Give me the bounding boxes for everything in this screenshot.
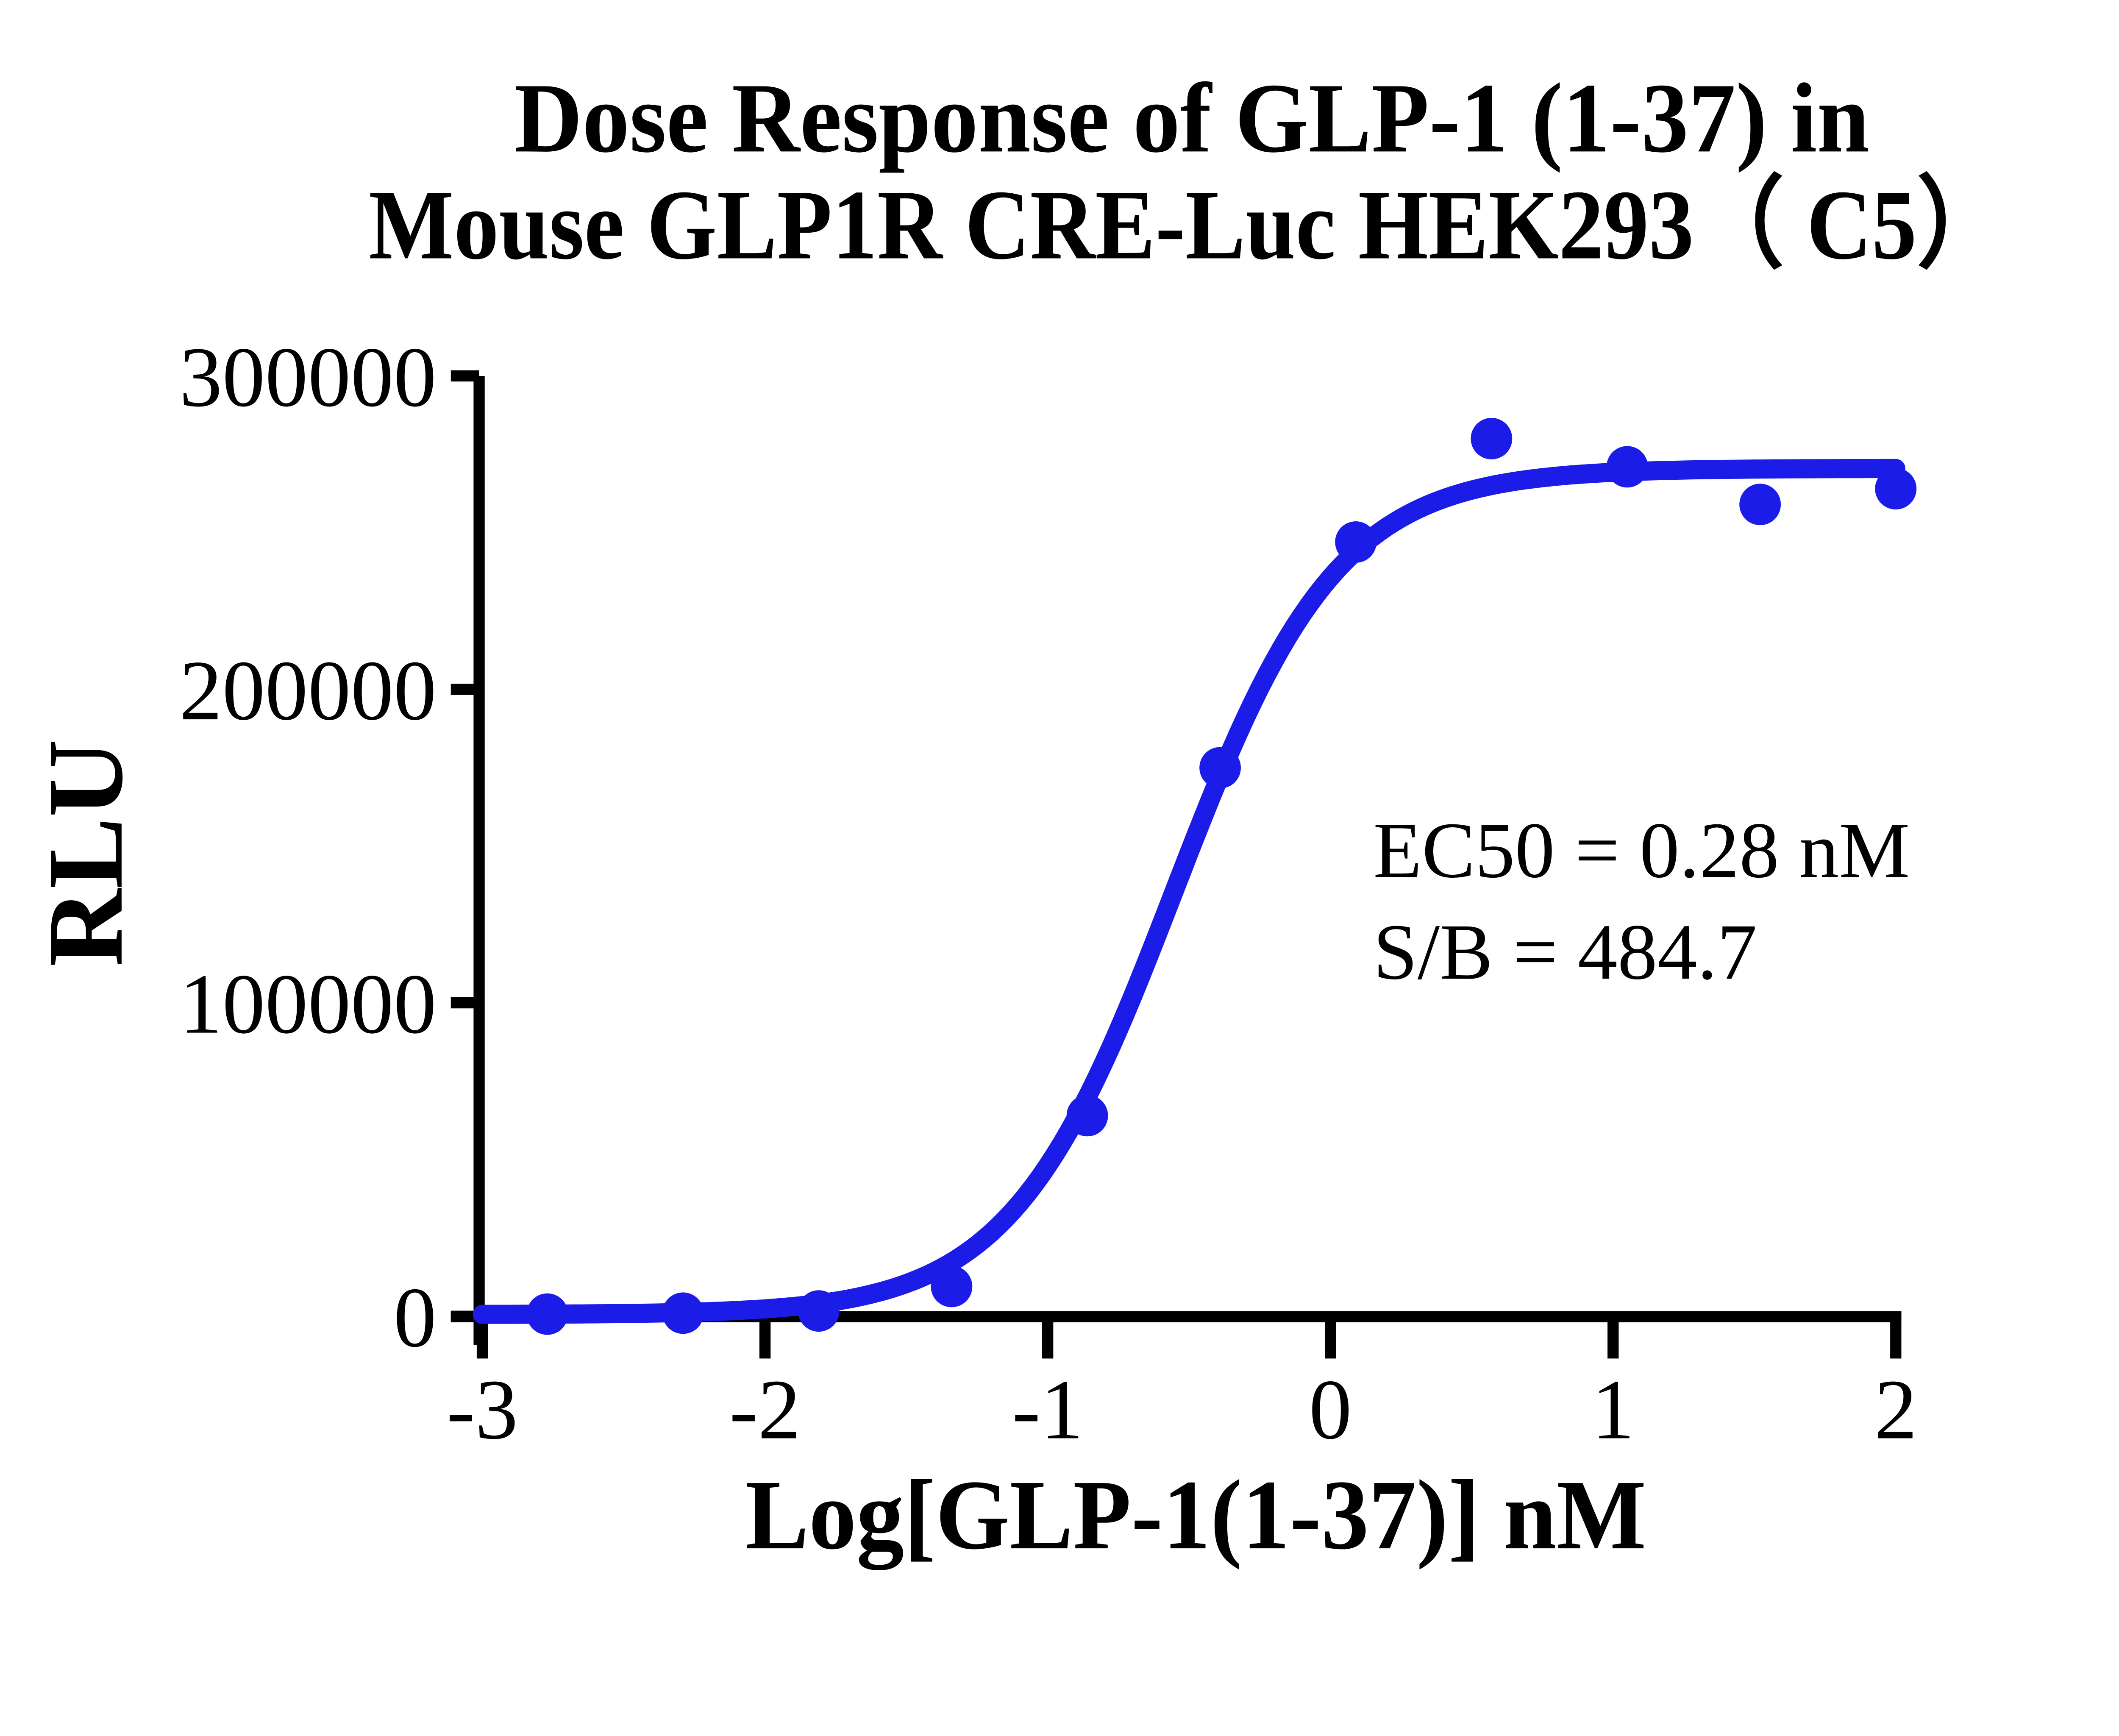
data-point: [1066, 1095, 1108, 1137]
data-point: [931, 1266, 973, 1308]
ec50-annotation: EC50 = 0.28 nM: [1373, 806, 1910, 894]
x-tick-label: 1: [1592, 1362, 1635, 1457]
y-tick-label: 100000: [179, 957, 437, 1052]
data-point: [1739, 484, 1781, 526]
x-axis-label: Log[GLP-1(1-37)] nM: [745, 1459, 1646, 1570]
data-point: [1875, 468, 1917, 510]
data-points: [526, 417, 1917, 1335]
x-tick-label: -2: [729, 1362, 801, 1457]
chart-title-line2: Mouse GLP1R CRE-Luc HEK293（ C5）: [369, 169, 2007, 280]
y-tick-label: 0: [394, 1270, 437, 1365]
data-point: [1199, 747, 1241, 789]
y-tick-label: 300000: [179, 329, 437, 424]
y-axis-label: RLU: [26, 740, 145, 967]
x-tick-label: -1: [1012, 1362, 1083, 1457]
data-point: [526, 1293, 568, 1335]
data-point: [798, 1290, 840, 1332]
y-tick-label: 200000: [179, 643, 437, 738]
x-tick-label: 2: [1874, 1362, 1917, 1457]
data-point: [1606, 446, 1648, 488]
chart-title-line1: Dose Response of GLP-1 (1-37) in: [514, 62, 1869, 173]
sb-annotation: S/B = 484.7: [1373, 907, 1757, 996]
x-tick-label: -3: [447, 1362, 518, 1457]
axes: 0 100000 200000 300000 -3 -2 -1 0 1 2: [179, 329, 1917, 1457]
data-point: [1335, 521, 1377, 563]
fit-curve: [473, 459, 1905, 1324]
dose-response-chart: Dose Response of GLP-1 (1-37) in Mouse G…: [26, 62, 2007, 1570]
data-point: [1471, 417, 1513, 459]
x-tick-label: 0: [1309, 1362, 1352, 1457]
data-point: [662, 1292, 704, 1334]
dose-response-figure: Dose Response of GLP-1 (1-37) in Mouse G…: [25, 62, 2007, 1571]
dose-response-curve: [473, 459, 1905, 1324]
